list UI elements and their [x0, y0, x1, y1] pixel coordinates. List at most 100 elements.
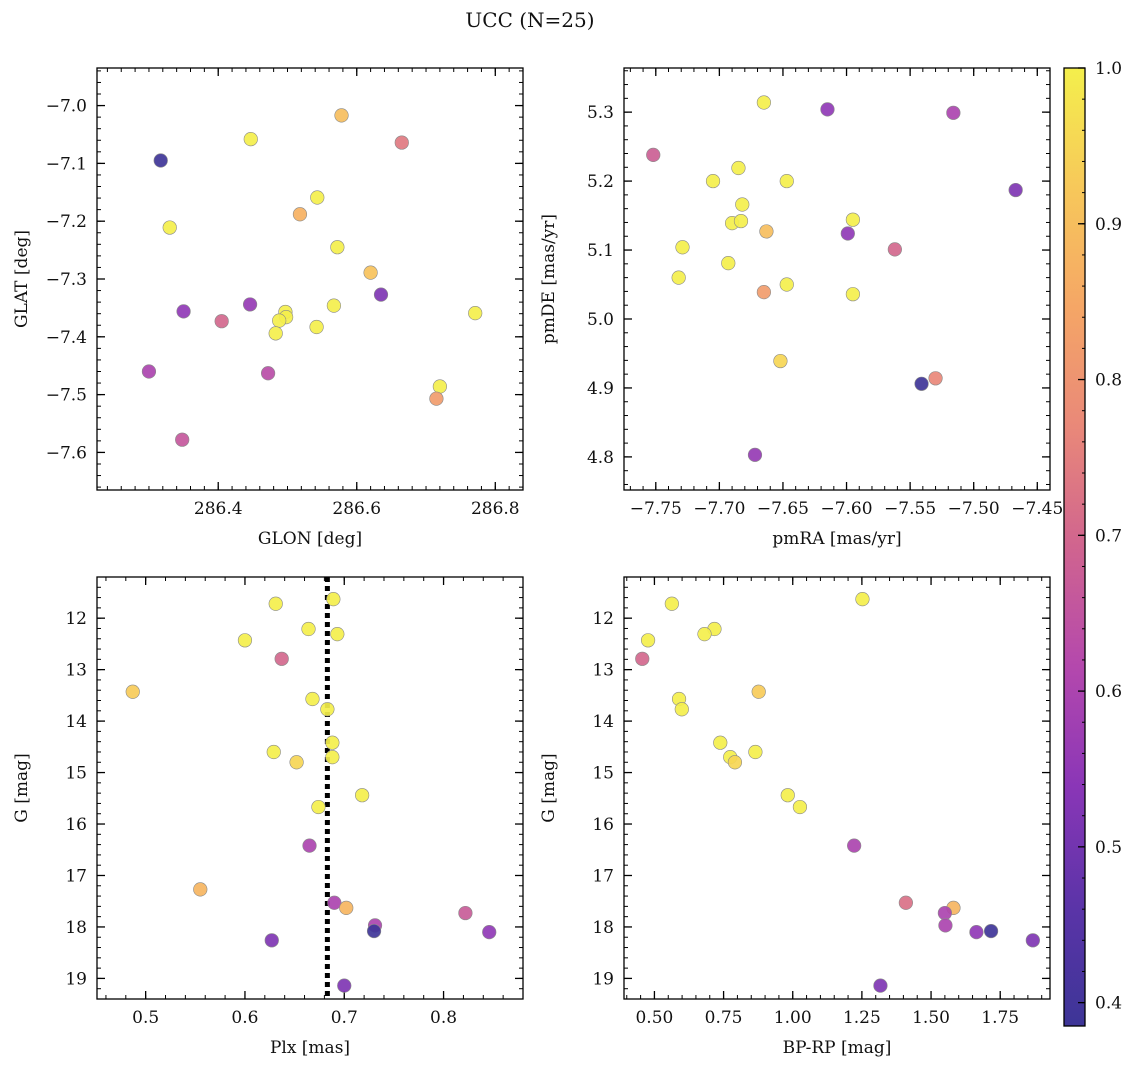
data-point	[355, 788, 370, 803]
data-point	[671, 270, 686, 285]
data-point	[779, 277, 794, 292]
minor-ticks	[97, 68, 524, 490]
y-tick-label: −7.3	[46, 270, 87, 290]
y-tick-label: 16	[65, 815, 87, 835]
data-point	[759, 224, 774, 239]
data-point	[727, 755, 743, 770]
data-point	[1025, 933, 1040, 948]
colorbar-tick-label: 0.7	[1095, 526, 1122, 546]
panel-glon-glat: 286.4 286.6 286.8 −7.0 −7.1 −7.2 −7.3 −7.4 −7.5 −…	[12, 67, 524, 549]
y-tick-label: 19	[592, 969, 614, 989]
y-tick-label: 18	[592, 918, 614, 938]
y-tick-label: 4.9	[587, 379, 614, 399]
x-tick-label: −7.50	[948, 499, 1000, 519]
colorbar-gradient	[1063, 67, 1086, 1027]
data-point	[820, 102, 835, 117]
data-point	[697, 627, 712, 642]
x-axis-label: BP-RP [mag]	[783, 1038, 892, 1058]
x-tick-label: 0.8	[430, 1008, 457, 1028]
data-point	[125, 684, 140, 699]
data-point	[792, 799, 808, 815]
data-point	[334, 108, 349, 123]
x-axis-label: GLON [deg]	[258, 529, 362, 549]
data-point	[305, 691, 320, 707]
data-point	[302, 838, 317, 853]
data-point	[938, 918, 953, 933]
data-point	[366, 923, 382, 939]
y-tick-label: −7.4	[46, 328, 87, 348]
scatter-points	[125, 592, 497, 993]
y-tick-label: 13	[592, 661, 614, 681]
colorbar-tick-label: 0.9	[1095, 215, 1122, 235]
data-point	[779, 173, 794, 189]
data-point	[301, 621, 316, 637]
y-tick-label: 12	[592, 609, 614, 629]
data-point	[214, 314, 229, 329]
y-tick-label: 4.8	[587, 448, 614, 468]
data-point	[264, 933, 279, 948]
data-point	[847, 838, 862, 853]
y-tick-label: 12	[65, 609, 87, 629]
x-tick-label: 1.25	[843, 1008, 881, 1028]
x-tick-label: 1.00	[774, 1008, 812, 1028]
data-point	[983, 923, 999, 939]
data-point	[855, 592, 870, 607]
data-point	[674, 702, 689, 717]
data-point	[458, 905, 473, 921]
data-point	[162, 220, 177, 235]
data-point	[640, 633, 656, 648]
data-point	[337, 978, 352, 993]
x-tick-label: −7.55	[884, 499, 936, 519]
colorbar-tick-label: 0.4	[1095, 994, 1122, 1014]
y-tick-label: 17	[65, 866, 87, 886]
x-tick-label: 0.75	[705, 1008, 743, 1028]
x-axis-label: Plx [mas]	[270, 1038, 350, 1058]
x-tick-label: 0.6	[231, 1008, 258, 1028]
y-tick-label: −7.2	[46, 212, 87, 232]
data-point	[751, 684, 766, 699]
data-point	[747, 447, 763, 462]
colorbar-tick-label: 1.0	[1095, 59, 1122, 79]
data-point	[873, 978, 888, 993]
colorbar-tick-label: 0.8	[1095, 371, 1122, 391]
y-tick-label: −7.6	[46, 443, 87, 463]
data-point	[339, 900, 354, 916]
y-axis-label: G [mag]	[539, 753, 559, 822]
data-point	[845, 212, 860, 227]
x-tick-label: −7.65	[757, 499, 809, 519]
data-point	[292, 207, 308, 222]
data-point	[268, 596, 283, 611]
scatter-points	[646, 95, 1023, 462]
data-point	[845, 287, 860, 302]
data-point	[721, 256, 736, 271]
data-point	[325, 735, 340, 750]
data-point	[887, 242, 902, 257]
data-point	[635, 651, 650, 666]
x-tick-label: 1.50	[912, 1008, 950, 1028]
data-point	[260, 366, 276, 381]
data-point	[175, 432, 190, 447]
y-tick-label: −7.1	[46, 154, 87, 174]
x-tick-label: 0.50	[635, 1008, 673, 1028]
data-point	[733, 213, 749, 229]
data-point	[326, 592, 341, 607]
data-point	[664, 596, 679, 611]
x-tick-label: 0.7	[331, 1008, 358, 1028]
data-point	[756, 95, 771, 110]
y-tick-label: 14	[65, 712, 87, 732]
data-point	[928, 371, 943, 386]
axes-frame	[96, 576, 524, 1000]
y-tick-label: 15	[592, 764, 614, 784]
data-point	[242, 297, 258, 312]
x-tick-label: −7.45	[1011, 499, 1063, 519]
scatter-points	[635, 592, 1040, 993]
y-tick-label: 18	[65, 918, 87, 938]
y-axis-label: G [mag]	[12, 753, 32, 822]
data-point	[193, 882, 208, 897]
y-tick-label: 5.3	[587, 103, 614, 123]
y-tick-label: 16	[592, 815, 614, 835]
y-tick-label: 19	[65, 969, 87, 989]
data-point	[773, 353, 788, 369]
y-tick-label: 5.1	[587, 241, 614, 261]
data-point	[325, 750, 340, 765]
